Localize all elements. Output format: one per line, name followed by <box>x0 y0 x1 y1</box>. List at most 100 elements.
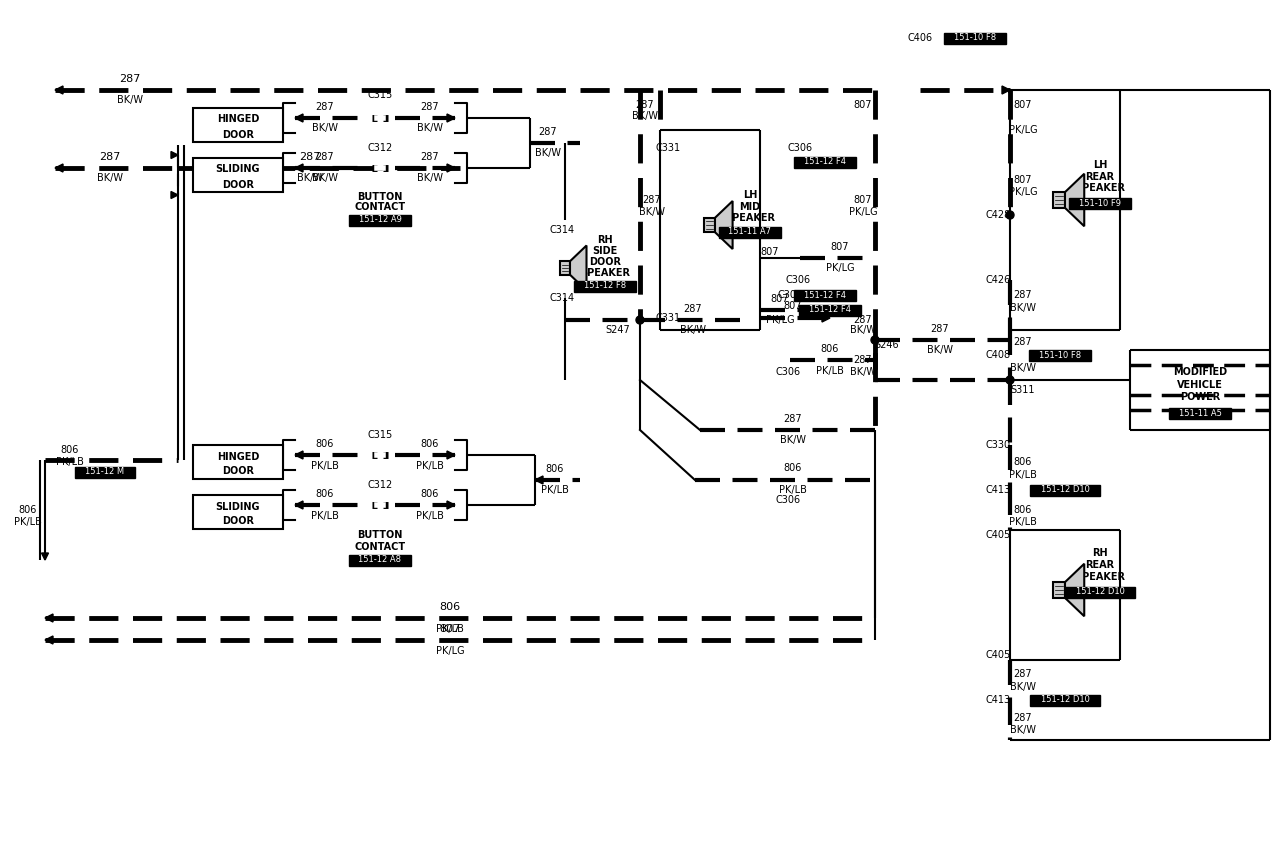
Text: BK/W: BK/W <box>680 325 706 335</box>
Text: 151-12 M: 151-12 M <box>86 467 124 477</box>
Text: PK/LG: PK/LG <box>766 315 794 325</box>
Text: SLIDING: SLIDING <box>216 501 260 512</box>
Text: 151-11 A5: 151-11 A5 <box>1178 408 1221 418</box>
Bar <box>193 108 283 142</box>
Text: S247: S247 <box>606 325 631 335</box>
Text: 807: 807 <box>771 294 789 304</box>
Text: C353: C353 <box>193 177 219 187</box>
Bar <box>349 555 411 565</box>
Text: BUTTON: BUTTON <box>357 192 403 202</box>
Text: C306: C306 <box>788 143 812 153</box>
Text: 806: 806 <box>1014 505 1032 515</box>
Text: 287: 287 <box>316 152 334 162</box>
Text: 151-12 D10: 151-12 D10 <box>1076 588 1124 596</box>
Text: C315: C315 <box>367 430 393 440</box>
Text: PK/LB: PK/LB <box>1009 517 1037 527</box>
Text: 287: 287 <box>538 127 558 137</box>
Text: 806: 806 <box>19 505 37 515</box>
Text: PK/LB: PK/LB <box>816 366 844 376</box>
Text: 287: 287 <box>119 74 141 84</box>
Polygon shape <box>55 164 63 172</box>
Bar <box>944 32 1007 43</box>
Text: BK/W: BK/W <box>116 95 143 105</box>
Text: PK/LG: PK/LG <box>436 646 464 656</box>
Bar <box>1169 407 1230 419</box>
Text: PK/LB: PK/LB <box>56 457 84 467</box>
Text: BK/W: BK/W <box>780 435 806 445</box>
Polygon shape <box>715 201 733 249</box>
Text: 151-12 F4: 151-12 F4 <box>810 305 851 315</box>
Text: BK/W: BK/W <box>97 173 123 183</box>
Text: 287: 287 <box>1014 337 1032 347</box>
Circle shape <box>871 336 879 344</box>
Polygon shape <box>295 501 303 509</box>
Text: C306: C306 <box>785 275 811 285</box>
Bar <box>193 445 283 479</box>
Text: SPEAKER: SPEAKER <box>1076 183 1126 193</box>
Bar <box>75 466 136 478</box>
Text: BK/W: BK/W <box>1010 725 1036 735</box>
Text: SLIDING: SLIDING <box>216 165 260 174</box>
Text: MID: MID <box>739 202 761 212</box>
Text: C312: C312 <box>367 143 393 153</box>
Text: CONTACT: CONTACT <box>354 542 405 552</box>
Text: BK/W: BK/W <box>1010 363 1036 373</box>
Text: 807: 807 <box>854 195 872 205</box>
Text: 806: 806 <box>440 602 460 612</box>
Text: 807: 807 <box>1014 175 1032 185</box>
Bar <box>1069 198 1131 208</box>
Polygon shape <box>802 306 810 314</box>
Circle shape <box>636 316 645 324</box>
Polygon shape <box>570 245 587 290</box>
Text: 806: 806 <box>784 463 802 473</box>
Text: REAR: REAR <box>1086 172 1114 182</box>
Text: PK/LB: PK/LB <box>416 511 444 521</box>
Polygon shape <box>1001 86 1010 94</box>
Text: 806: 806 <box>61 445 79 455</box>
Text: PK/LB: PK/LB <box>416 461 444 471</box>
Text: BK/W: BK/W <box>851 325 876 335</box>
Polygon shape <box>1065 564 1085 616</box>
Polygon shape <box>45 614 52 622</box>
Text: C330: C330 <box>985 440 1010 450</box>
Text: C305: C305 <box>778 290 803 300</box>
Bar <box>559 261 570 275</box>
Text: RH: RH <box>1092 548 1108 558</box>
Text: 287: 287 <box>299 152 321 162</box>
Polygon shape <box>295 114 303 122</box>
Text: 151-12 F4: 151-12 F4 <box>804 158 845 166</box>
Text: 807: 807 <box>761 247 779 257</box>
Text: C426: C426 <box>985 275 1010 285</box>
Text: C406: C406 <box>907 33 932 43</box>
Text: 151-12 A9: 151-12 A9 <box>358 216 402 225</box>
Text: BK/W: BK/W <box>312 173 338 183</box>
Text: BK/W: BK/W <box>1010 682 1036 692</box>
Text: BK/W: BK/W <box>1010 303 1036 313</box>
Text: LH: LH <box>743 190 757 200</box>
Polygon shape <box>295 164 303 172</box>
Text: DOOR: DOOR <box>223 129 255 140</box>
Bar <box>1053 192 1065 208</box>
Text: BK/W: BK/W <box>632 111 657 121</box>
Text: BK/W: BK/W <box>640 207 665 217</box>
Text: PK/LB: PK/LB <box>1009 470 1037 480</box>
Text: C314: C314 <box>550 225 574 235</box>
Bar <box>794 157 856 167</box>
Text: 151-12 F8: 151-12 F8 <box>585 282 625 290</box>
Text: 151-10 F8: 151-10 F8 <box>1039 350 1081 360</box>
Bar <box>794 290 856 301</box>
Polygon shape <box>822 314 830 322</box>
Bar <box>719 226 781 238</box>
Polygon shape <box>446 164 455 172</box>
Text: SIDE: SIDE <box>592 246 618 256</box>
Text: SPEAKER: SPEAKER <box>725 213 775 223</box>
Polygon shape <box>295 451 303 459</box>
Bar <box>574 281 636 291</box>
Text: C413: C413 <box>985 695 1010 705</box>
Text: C405: C405 <box>985 530 1010 540</box>
Text: C331: C331 <box>655 143 680 153</box>
Text: 151-10 F9: 151-10 F9 <box>1079 199 1120 207</box>
Text: C405: C405 <box>985 650 1010 660</box>
Text: 806: 806 <box>1014 457 1032 467</box>
Text: C314: C314 <box>550 293 574 303</box>
